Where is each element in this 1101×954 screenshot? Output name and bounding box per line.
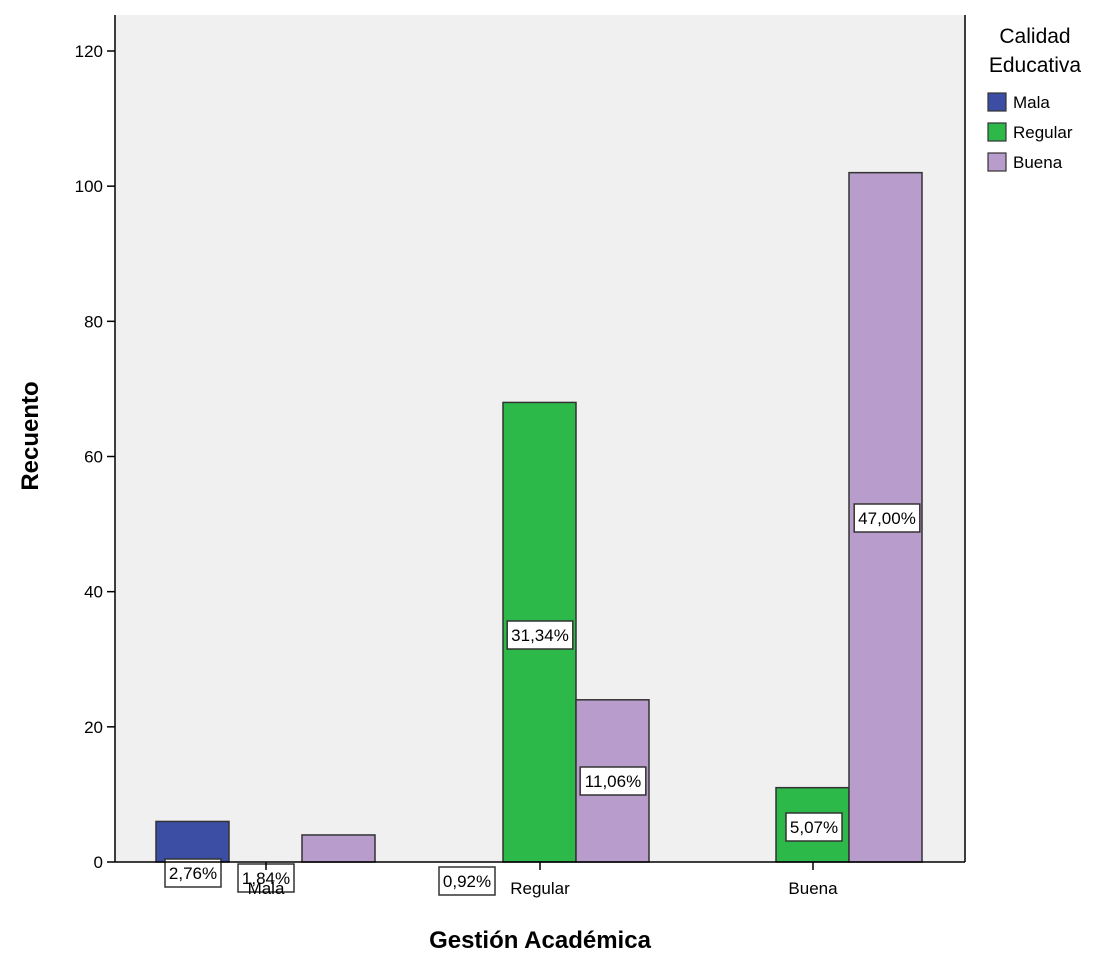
data-label-buena-regular: 11,06%: [579, 766, 647, 796]
y-tick-label: 60: [84, 448, 103, 467]
y-axis-title: Recuento: [17, 381, 44, 490]
x-tick-label: Mala: [248, 879, 285, 898]
data-label-mala-mala-box: [164, 858, 222, 888]
data-label-regular-regular: 31,34%: [506, 620, 574, 650]
data-label-mala-regular-text: 0,92%: [443, 872, 491, 891]
x-tick-label: Regular: [510, 879, 570, 898]
legend-label-mala: Mala: [1013, 93, 1050, 112]
y-tick-label: 80: [84, 312, 103, 331]
legend-swatch-mala: [987, 92, 1007, 112]
data-label-buena-buena-text: 47,00%: [858, 509, 916, 528]
data-label-regular-buena-text: 5,07%: [790, 818, 838, 837]
data-label-regular-buena-box: [785, 812, 843, 842]
data-label-regular-regular-text: 31,34%: [511, 626, 569, 645]
legend-title-line-1: Calidad: [999, 25, 1070, 48]
data-label-buena-regular-box: [579, 766, 647, 796]
x-tick-label: Buena: [788, 879, 838, 898]
legend-label-regular: Regular: [1013, 123, 1073, 142]
y-tick-label: 20: [84, 718, 103, 737]
data-label-buena-regular-text: 11,06%: [585, 772, 641, 791]
data-label-mala-regular-box: [438, 866, 496, 896]
y-tick-label: 120: [75, 42, 103, 61]
legend-label-buena: Buena: [1013, 153, 1063, 172]
data-label-buena-buena-box: [853, 503, 921, 533]
bar-mala-mala: [155, 820, 230, 863]
data-label-mala-regular: 0,92%: [438, 866, 496, 896]
data-label-mala-mala-text: 2,76%: [169, 864, 217, 883]
legend: Calidad Educativa Mala Regular Buena: [987, 25, 1082, 172]
data-label-buena-buena: 47,00%: [853, 503, 921, 533]
data-label-buena-mala-text: 1,84%: [242, 869, 290, 888]
data-labels: 2,76% 31,34% 5,07% 1,84% 11,06% 47,00% 0,92%: [164, 503, 921, 896]
y-tick-label: 100: [75, 177, 103, 196]
data-label-regular-regular-box: [506, 620, 574, 650]
legend-title-line-2: Educativa: [989, 54, 1082, 77]
axes: 0 20 40 60 80 100 120 Mala Regular Buena: [75, 15, 966, 898]
data-label-mala-mala: 2,76%: [164, 858, 222, 888]
x-axis-title: Gestión Académica: [429, 927, 652, 954]
legend-swatch-regular: [987, 122, 1007, 142]
y-tick-label: 40: [84, 583, 103, 602]
bar-buena-mala: [301, 834, 376, 863]
y-tick-label: 0: [94, 853, 103, 872]
data-label-regular-buena: 5,07%: [785, 812, 843, 842]
legend-swatch-buena: [987, 152, 1007, 172]
